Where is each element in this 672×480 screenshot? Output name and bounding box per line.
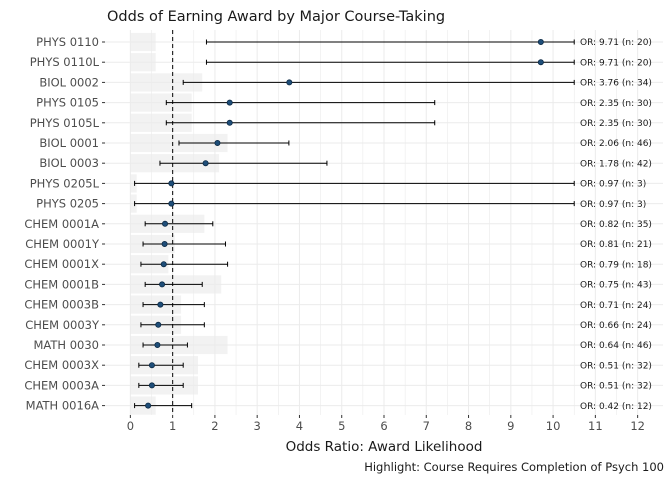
or-label: OR: 0.51 (n: 32) <box>580 382 652 392</box>
or-label: OR: 0.75 (n: 43) <box>580 281 652 291</box>
odds-ratio-point <box>155 321 162 328</box>
odds-ratio-point <box>160 261 167 268</box>
or-label: OR: 0.51 (n: 32) <box>580 361 652 371</box>
y-axis-label: CHEM 0003B <box>24 298 99 312</box>
y-axis-label: CHEM 0003Y <box>25 318 100 332</box>
odds-ratio-point <box>162 220 169 227</box>
confidence-intervals <box>134 39 575 409</box>
or-label: OR: 3.76 (n: 34) <box>580 79 652 89</box>
odds-ratio-point <box>157 301 164 308</box>
ci-errorbar <box>142 302 205 308</box>
ci-errorbar <box>178 140 290 146</box>
or-label: OR: 0.79 (n: 18) <box>580 260 652 270</box>
x-tick-label: 2 <box>211 419 218 433</box>
ci-errorbar <box>138 382 184 388</box>
x-axis-label: Odds Ratio: Award Likelihood <box>286 439 483 455</box>
ci-errorbar <box>134 201 575 207</box>
or-label: OR: 0.66 (n: 24) <box>580 321 652 331</box>
odds-ratio-point <box>168 200 175 207</box>
x-tick-label: 1 <box>169 419 176 433</box>
y-axis-label: CHEM 0003X <box>24 358 99 372</box>
y-axis-label: PHYS 0205L <box>30 176 100 190</box>
x-tick-label: 5 <box>338 419 345 433</box>
odds-ratio-point <box>202 160 209 167</box>
or-label: OR: 0.82 (n: 35) <box>580 220 652 230</box>
y-axis-label: BIOL 0002 <box>39 75 99 89</box>
y-axis-label: PHYS 0110 <box>36 35 99 49</box>
y-axis-label: BIOL 0001 <box>39 136 99 150</box>
ci-errorbar <box>142 342 188 348</box>
x-tick-label: 10 <box>546 419 561 433</box>
x-tick-label: 12 <box>630 419 645 433</box>
x-tick-label: 9 <box>507 419 514 433</box>
x-tick-label: 0 <box>127 419 134 433</box>
y-axis-label: PHYS 0105L <box>30 116 100 130</box>
ci-errorbar <box>134 403 193 409</box>
chart-title: Odds of Earning Award by Major Course-Ta… <box>107 9 445 25</box>
y-axis-label: CHEM 0003A <box>24 378 99 392</box>
odds-ratio-point <box>168 180 175 187</box>
ci-errorbar <box>205 59 575 65</box>
y-axis-label: BIOL 0003 <box>39 156 99 170</box>
y-axis-label: CHEM 0001Y <box>25 237 100 251</box>
ci-errorbar <box>144 281 203 287</box>
ci-errorbar <box>165 120 436 126</box>
ci-errorbar <box>140 322 205 328</box>
or-label: OR: 0.81 (n: 21) <box>580 240 652 250</box>
ci-errorbar <box>144 221 214 227</box>
or-labels: OR: 9.71 (n: 20) OR: 9.71 (n: 20) OR: 3.76… <box>580 38 652 412</box>
y-axis-label: MATH 0030 <box>34 338 100 352</box>
odds-ratio-point <box>145 402 152 409</box>
odds-ratio-point <box>537 59 544 66</box>
or-label: OR: 0.71 (n: 24) <box>580 301 652 311</box>
ci-errorbar <box>182 79 575 85</box>
x-axis-ticks: 0 1 2 3 4 5 6 7 8 9 10 11 12 <box>127 415 645 433</box>
x-tick-label: 4 <box>296 419 303 433</box>
or-label: OR: 0.42 (n: 12) <box>580 402 652 412</box>
odds-ratio-point <box>537 39 544 46</box>
odds-ratio-point <box>226 119 233 126</box>
y-axis-label: MATH 0016A <box>26 399 99 413</box>
odds-ratio-point <box>148 362 155 369</box>
ci-errorbar <box>134 180 575 186</box>
odds-ratio-point <box>214 139 221 146</box>
or-label: OR: 9.71 (n: 20) <box>580 58 652 68</box>
x-tick-label: 3 <box>254 419 261 433</box>
or-label: OR: 0.64 (n: 46) <box>580 341 652 351</box>
chart-caption: Highlight: Course Requires Completion of… <box>364 460 664 474</box>
y-axis-label: PHYS 0205 <box>36 197 99 211</box>
y-axis-label: CHEM 0001X <box>24 257 99 271</box>
y-axis-label: PHYS 0105 <box>36 96 99 110</box>
y-axis-label: CHEM 0001A <box>24 217 99 231</box>
or-label: OR: 9.71 (n: 20) <box>580 38 652 48</box>
x-tick-label: 7 <box>423 419 430 433</box>
or-label: OR: 2.35 (n: 30) <box>580 99 652 109</box>
or-label: OR: 2.35 (n: 30) <box>580 119 652 129</box>
x-tick-label: 6 <box>380 419 387 433</box>
or-label: OR: 0.97 (n: 3) <box>580 200 646 210</box>
odds-ratio-point <box>226 99 233 106</box>
ci-errorbar <box>165 100 436 106</box>
or-label: OR: 0.97 (n: 3) <box>580 180 646 190</box>
odds-ratio-point <box>148 382 155 389</box>
y-axis-labels: PHYS 0110 PHYS 0110L BIOL 0002 PHYS 0105 PHY… <box>24 35 105 413</box>
odds-ratio-points <box>145 39 544 409</box>
odds-ratio-point <box>286 79 293 86</box>
y-axis-label: CHEM 0001B <box>24 277 99 291</box>
or-label: OR: 2.06 (n: 46) <box>580 139 652 149</box>
ci-errorbar <box>142 241 226 247</box>
x-tick-label: 11 <box>588 419 603 433</box>
ci-errorbar <box>159 160 328 166</box>
or-label: OR: 1.78 (n: 42) <box>580 159 652 169</box>
odds-ratio-point <box>159 281 166 288</box>
ci-errorbar <box>140 261 229 267</box>
ci-errorbar <box>205 39 575 45</box>
x-tick-label: 8 <box>465 419 472 433</box>
y-axis-label: PHYS 0110L <box>30 55 100 69</box>
odds-ratio-point <box>154 341 161 348</box>
odds-ratio-point <box>161 240 168 247</box>
ci-errorbar <box>138 362 184 368</box>
